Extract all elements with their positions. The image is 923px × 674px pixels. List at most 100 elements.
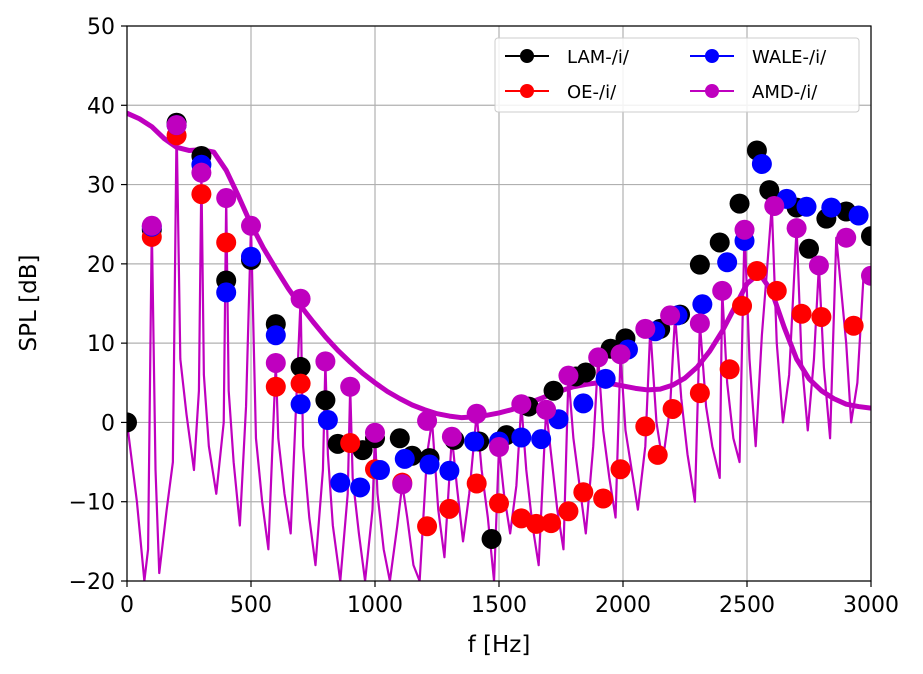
data-layer [127,110,871,581]
amd-data-point [660,305,681,326]
wale-data-point [717,252,738,273]
oe-data-point [843,315,864,336]
amd-data-point [689,313,710,334]
lam-data-point [543,380,564,401]
lam-data-point [389,428,410,449]
x-tick-label: 1500 [471,593,527,618]
legend: LAM-/i/OE-/i/WALE-/i/AMD-/i/ [494,37,860,113]
oe-data-point [265,376,286,397]
amd-data-point [536,399,557,420]
x-tick-label: 0 [120,593,134,618]
lam-data-point [127,412,137,433]
oe-data-point [340,433,361,454]
amd-data-point [417,410,438,431]
amd-data-point [441,426,462,447]
wale-data-point [394,448,415,469]
amd-data-point [610,344,631,365]
oe-data-point [746,260,767,281]
wale-data-point [692,294,713,315]
legend-label: AMD-/i/ [752,82,818,103]
oe-data-point [541,513,562,534]
amd-data-point [216,188,237,209]
lam-data-point [799,238,819,259]
oe-data-point [635,416,656,437]
amd-data-point [511,394,532,415]
amd-data-point [166,115,187,136]
lam-data-point [481,528,502,549]
amd-data-point [489,437,509,458]
amd-data-point [241,215,261,236]
oe-data-point [732,295,753,316]
amd-data-point [712,280,733,301]
wale-data-point [511,427,532,448]
amd-data-point [365,422,385,443]
legend-marker [520,49,534,63]
oe-data-point [647,444,668,465]
legend-frame [494,37,860,113]
oe-data-point [439,498,460,519]
y-tick-label: 50 [87,15,115,40]
oe-data-point [417,516,438,537]
lam-data-point [689,254,710,275]
amd-data-point [786,218,807,239]
x-tick-label: 500 [230,593,272,618]
x-tick-label: 2500 [719,593,775,618]
wale-data-point [241,246,261,267]
amd-data-point [734,219,755,240]
amd-data-point [290,288,311,309]
oe-data-point [191,184,212,205]
wale-data-point [317,410,338,431]
amd-data-point [191,162,212,183]
oe-data-point [573,482,594,503]
wale-data-point [369,460,390,480]
x-tick-label: 2000 [595,593,651,618]
wale-data-point [796,196,817,217]
legend-label: OE-/i/ [567,82,617,103]
lam-data-point [729,193,750,214]
y-tick-label: −10 [69,491,115,516]
legend-label: WALE-/i/ [752,47,827,68]
legend-entry-lam: LAM-/i/ [505,47,630,68]
lam-data-point [759,180,780,201]
y-tick-label: 0 [101,411,115,436]
legend-marker [705,49,719,63]
amd-data-point [635,318,656,339]
wale-data-point [419,454,440,475]
y-tick-label: 10 [87,332,115,357]
oe-data-point [216,232,237,253]
wale-data-point [573,393,594,414]
amd-data-point [392,474,413,495]
lam-data-point [861,226,871,247]
legend-marker [520,84,534,98]
y-tick-label: −20 [69,570,115,595]
wale-data-point [265,325,286,346]
y-axis-label: SPL [dB] [16,255,42,352]
legend-entry-amd: AMD-/i/ [690,82,818,103]
oe-data-point [290,373,311,394]
amd-data-point [558,365,579,386]
legend-entry-oe: OE-/i/ [505,82,617,103]
x-axis-label: f [Hz] [468,632,531,658]
amd-data-point [265,352,286,373]
amd-data-point [466,403,487,424]
oe-data-point [791,303,812,324]
x-tick-label: 1000 [347,593,403,618]
oe-data-point [466,473,487,494]
amd-data-point [315,351,336,372]
amd-spectrum-line [127,124,865,581]
lam-data-point [575,362,596,383]
oe-data-point [610,459,631,480]
oe-data-point [811,306,832,327]
x-tick-label: 3000 [843,593,899,618]
wale-data-point [290,394,311,415]
amd-data-point [808,255,829,276]
wale-data-point [439,460,460,481]
oe-data-point [662,398,683,419]
y-tick-label: 30 [87,174,115,199]
amd-data-point [588,347,609,368]
oe-data-point [558,501,579,522]
amd-data-point [836,227,857,248]
oe-data-point [766,280,787,301]
wale-data-point [595,368,616,389]
